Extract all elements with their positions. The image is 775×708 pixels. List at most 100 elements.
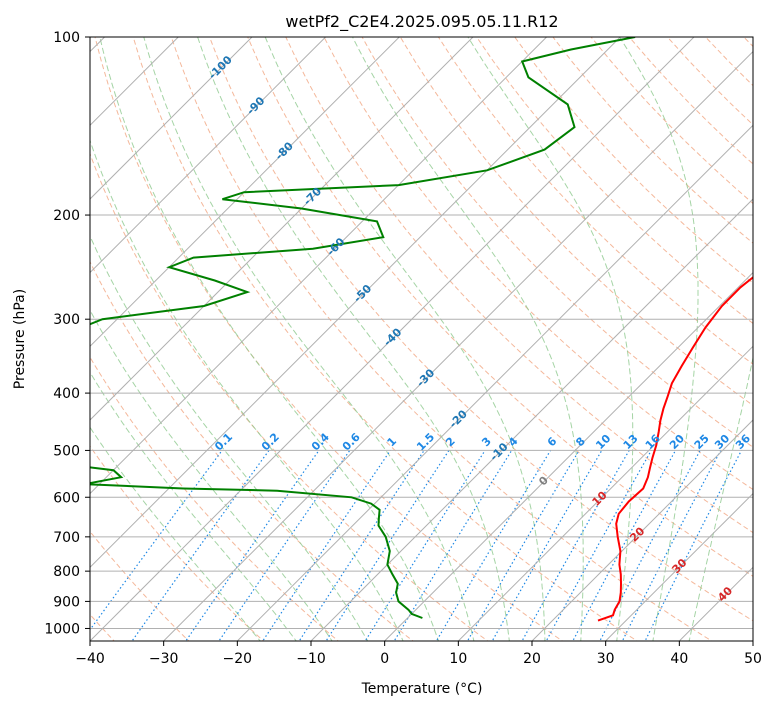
isotherm-line bbox=[604, 492, 753, 641]
dry-adiabat-line bbox=[514, 37, 753, 284]
moist-adiabat-line bbox=[467, 37, 634, 641]
mixing-ratio-label: 16 bbox=[643, 432, 663, 452]
dry-adiabat-line bbox=[476, 37, 753, 325]
mixing-ratio-label: 13 bbox=[621, 432, 641, 452]
x-tick-label: 30 bbox=[597, 651, 615, 667]
moist-adiabat-line bbox=[90, 371, 297, 641]
x-tick-label: −40 bbox=[75, 651, 105, 667]
isotherm-line bbox=[90, 37, 180, 127]
y-tick-label: 700 bbox=[53, 530, 80, 546]
mixing-ratio-label: 6 bbox=[545, 434, 560, 449]
moist-adiabat-line bbox=[143, 37, 475, 641]
y-tick-label: 900 bbox=[53, 594, 80, 610]
mixing-ratio-label: 10 bbox=[593, 432, 613, 452]
y-axis-label: Pressure (hPa) bbox=[12, 289, 28, 389]
dry-adiabat-line bbox=[94, 37, 564, 641]
moist-adiabat-line bbox=[197, 37, 510, 641]
isotherm-line bbox=[90, 37, 474, 421]
dry-adiabat-line bbox=[90, 445, 265, 641]
mixing-ratio-label: 30 bbox=[712, 432, 732, 452]
mixing-ratio-line bbox=[466, 450, 580, 641]
moist-adiabat-line bbox=[90, 426, 261, 641]
isotherm-label: -60 bbox=[324, 235, 347, 258]
x-tick-label: 40 bbox=[670, 651, 688, 667]
dry-adiabat-line bbox=[90, 152, 489, 641]
mixing-ratio-line bbox=[435, 450, 552, 641]
isotherm-label: -40 bbox=[381, 325, 404, 348]
mixing-ratio-line bbox=[185, 450, 320, 641]
mixing-ratio-line bbox=[262, 450, 391, 641]
mixing-ratio-line bbox=[364, 450, 486, 641]
isotherm-line bbox=[90, 37, 401, 348]
isotherm-line bbox=[310, 198, 753, 641]
moist-adiabat-line bbox=[619, 37, 699, 641]
x-axis-label: Temperature (°C) bbox=[361, 681, 483, 697]
dry-adiabat-line bbox=[323, 37, 753, 491]
freezing-level-label: 0 bbox=[536, 474, 551, 489]
mixing-ratio-line bbox=[572, 450, 677, 641]
mixing-ratio-label: 2 bbox=[443, 435, 458, 450]
moist-adiabat-line bbox=[99, 37, 440, 641]
isotherm-line bbox=[90, 37, 253, 200]
y-tick-label: 500 bbox=[53, 443, 80, 459]
mixing-ratio-line bbox=[298, 450, 425, 641]
dry-adiabat-line bbox=[590, 37, 753, 205]
dry-adiabat-line bbox=[437, 37, 753, 365]
isotherm-line bbox=[90, 37, 622, 569]
x-tick-label: 0 bbox=[380, 651, 389, 667]
y-tick-label: 100 bbox=[53, 30, 80, 46]
isotherm-line bbox=[457, 345, 753, 641]
mixing-ratio-line bbox=[131, 450, 270, 641]
warm-isotherm-label: 30 bbox=[670, 556, 690, 576]
y-tick-label: 300 bbox=[53, 312, 80, 328]
isotherm-line bbox=[752, 640, 753, 641]
isotherm-label: -80 bbox=[273, 139, 296, 162]
background-lines bbox=[90, 37, 753, 641]
isotherm-line bbox=[236, 124, 753, 641]
mixing-ratio-label: 25 bbox=[692, 432, 712, 452]
mixing-ratio-line bbox=[621, 450, 722, 641]
isotherm-label: -50 bbox=[351, 282, 374, 305]
isotherm-line bbox=[90, 37, 327, 274]
chart-title: wetPf2_C2E4.2025.095.05.11.R12 bbox=[285, 12, 558, 32]
isotherm-line bbox=[90, 37, 695, 641]
mixing-ratio-line bbox=[599, 450, 701, 641]
plot-frame bbox=[89, 36, 754, 642]
y-tick-label: 600 bbox=[53, 490, 80, 506]
profile-line bbox=[90, 37, 636, 619]
y-tick-label: 1000 bbox=[44, 621, 80, 637]
dry-adiabat-line bbox=[705, 37, 753, 87]
dry-adiabat-line bbox=[361, 37, 753, 448]
y-tick-label: 800 bbox=[53, 564, 80, 580]
x-tick-label: −10 bbox=[296, 651, 326, 667]
mixing-ratio-line bbox=[325, 450, 450, 641]
mixing-ratio-line bbox=[218, 450, 351, 641]
moist-adiabat-line bbox=[90, 309, 333, 641]
axes: −40 −30 −20 −10 0 10 20 30 40 5010020030040050060… bbox=[44, 30, 762, 667]
dry-adiabat-line bbox=[170, 37, 713, 641]
dry-adiabat-line bbox=[743, 37, 753, 48]
y-tick-label: 200 bbox=[53, 208, 80, 224]
isotherm-line bbox=[531, 419, 753, 641]
x-tick-label: 10 bbox=[449, 651, 467, 667]
dry-adiabat-line bbox=[247, 37, 753, 577]
isotherm-label: -90 bbox=[244, 94, 267, 117]
isotherm-label: -100 bbox=[206, 53, 235, 82]
isotherm-label: -20 bbox=[447, 407, 470, 430]
profile-line bbox=[597, 276, 753, 622]
mixing-ratio-line bbox=[90, 450, 223, 631]
dry-adiabat-line bbox=[285, 37, 753, 534]
moist-adiabat-line bbox=[352, 37, 584, 641]
isotherm-line bbox=[90, 37, 548, 495]
mixing-ratio-label: 1 bbox=[385, 435, 400, 450]
moist-adiabat-line bbox=[688, 355, 753, 641]
mixing-ratio-line bbox=[545, 450, 652, 641]
mixing-ratio-line bbox=[644, 450, 743, 641]
profile-layer bbox=[90, 37, 753, 622]
x-tick-label: −20 bbox=[223, 651, 253, 667]
moist-adiabat-line bbox=[90, 138, 404, 641]
moist-adiabat-line bbox=[90, 234, 369, 641]
isotherm-label: -30 bbox=[414, 366, 437, 389]
isotherm-line bbox=[162, 50, 753, 641]
isotherm-line bbox=[383, 271, 753, 641]
